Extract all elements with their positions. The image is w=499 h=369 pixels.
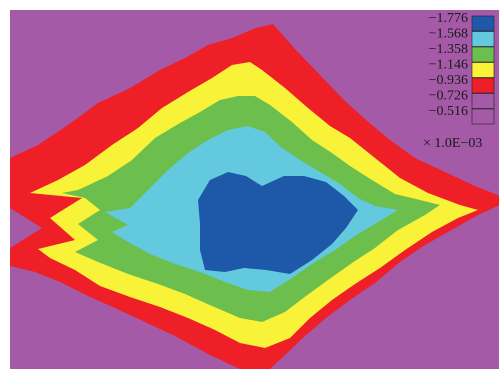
legend-value-label: −1.776 xyxy=(429,11,468,26)
legend-swatch xyxy=(471,31,495,47)
legend-value-label: −0.726 xyxy=(429,89,468,104)
color-legend: −1.776−1.568−1.358−1.146−0.936−0.726−0.5… xyxy=(429,11,495,125)
legend-swatch xyxy=(471,108,495,125)
legend-swatch xyxy=(471,62,495,78)
legend-swatch xyxy=(471,46,495,63)
legend-scale-label: × 1.0E−03 xyxy=(423,136,482,151)
legend-value-label: −0.516 xyxy=(429,104,468,119)
legend-value-label: −1.146 xyxy=(429,58,468,73)
legend-value-label: −0.936 xyxy=(429,73,468,88)
legend-value-label: −1.358 xyxy=(429,42,468,57)
legend-swatch xyxy=(471,15,495,32)
legend-swatch xyxy=(471,77,495,94)
contour-bands xyxy=(10,24,499,369)
legend-value-label: −1.568 xyxy=(429,27,468,42)
contour-band-level-1 xyxy=(198,172,358,274)
legend-swatch xyxy=(471,93,495,109)
